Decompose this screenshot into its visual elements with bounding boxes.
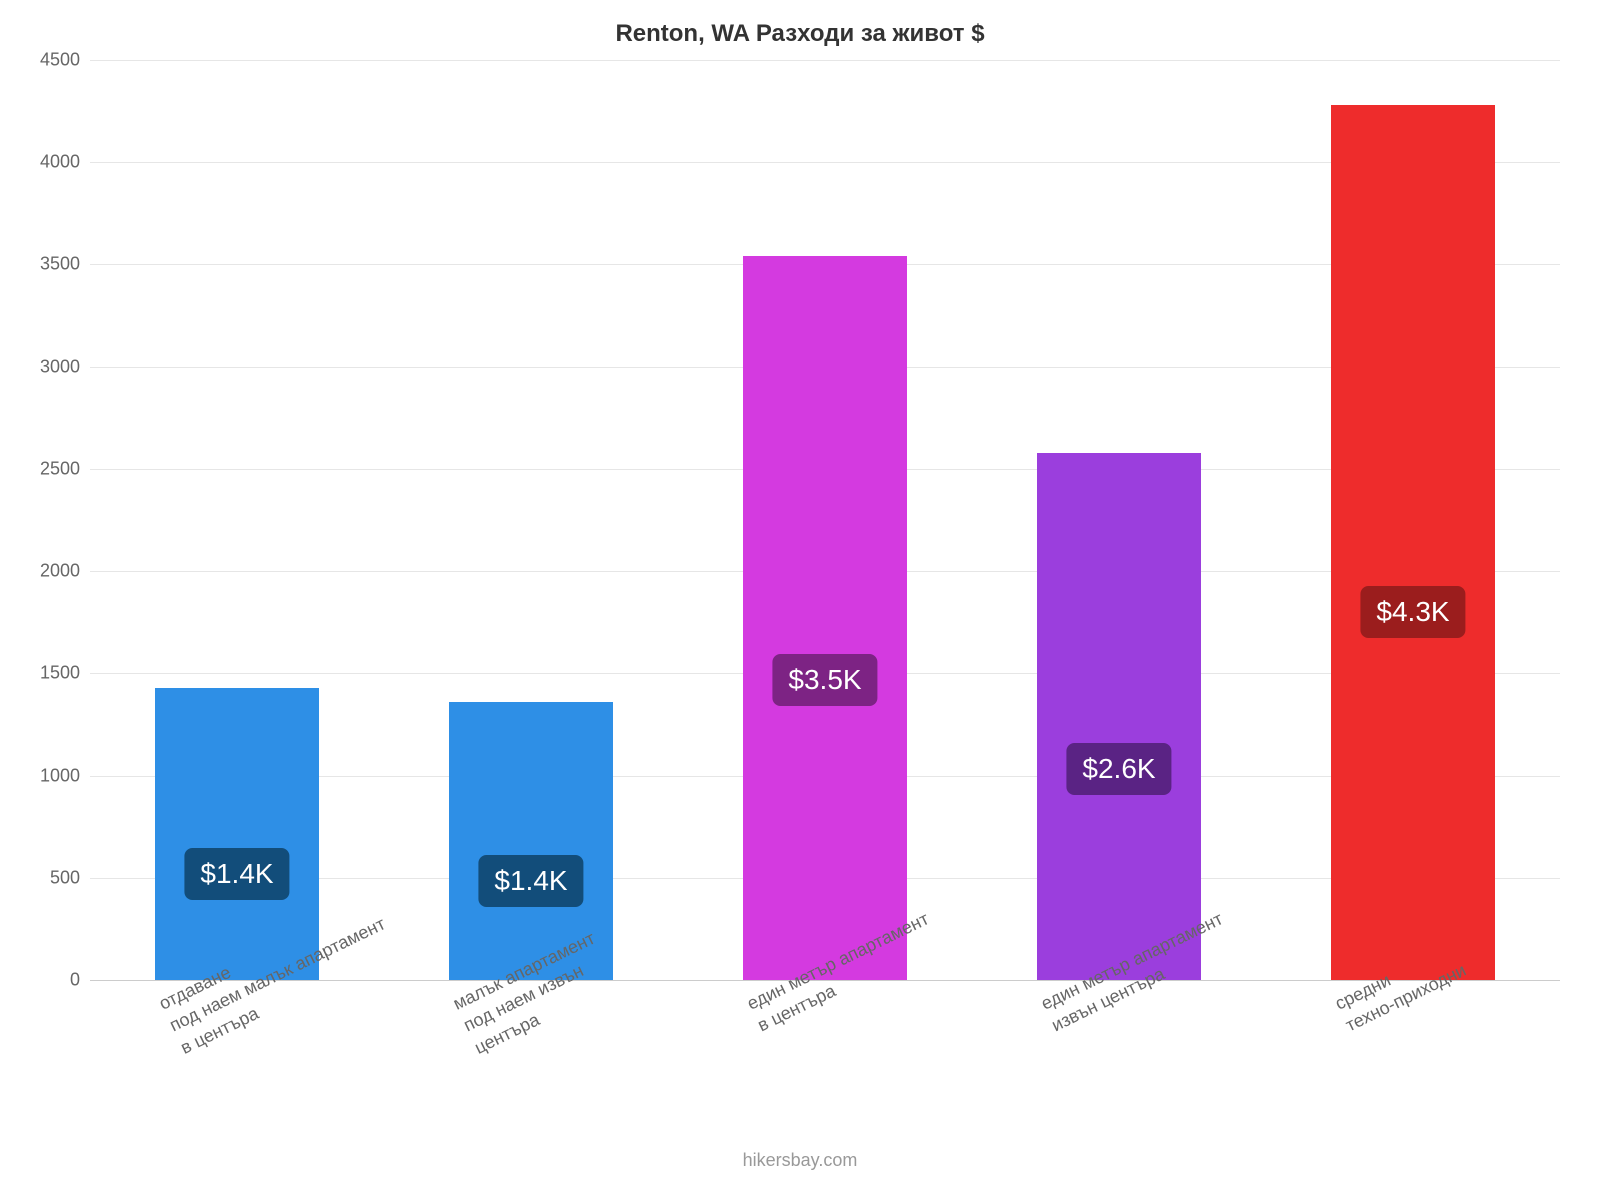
bar-value-label: $4.3K [1360,586,1465,638]
y-tick-label: 500 [20,867,80,888]
y-tick-label: 4000 [20,152,80,173]
y-tick-label: 3500 [20,254,80,275]
gridline [90,60,1560,61]
chart-footer: hikersbay.com [0,1150,1600,1171]
chart-title: Renton, WA Разходи за живот $ [0,20,1600,48]
bar-value-label: $1.4K [184,848,289,900]
y-tick-label: 2000 [20,561,80,582]
bar-value-label: $1.4K [478,855,583,907]
y-tick-label: 0 [20,970,80,991]
y-tick-label: 2500 [20,458,80,479]
bar [1037,453,1202,980]
bar [1331,105,1496,980]
cost-of-living-chart: Renton, WA Разходи за живот $ $1.4K$1.4K… [0,0,1600,1200]
y-tick-label: 1500 [20,663,80,684]
y-tick-label: 4500 [20,50,80,71]
y-tick-label: 1000 [20,765,80,786]
y-tick-label: 3000 [20,356,80,377]
bar-value-label: $3.5K [772,654,877,706]
bar [743,256,908,980]
plot-area: $1.4K $1.4K $3.5K $2.6K $4.3K [90,60,1560,980]
bar-value-label: $2.6K [1066,743,1171,795]
